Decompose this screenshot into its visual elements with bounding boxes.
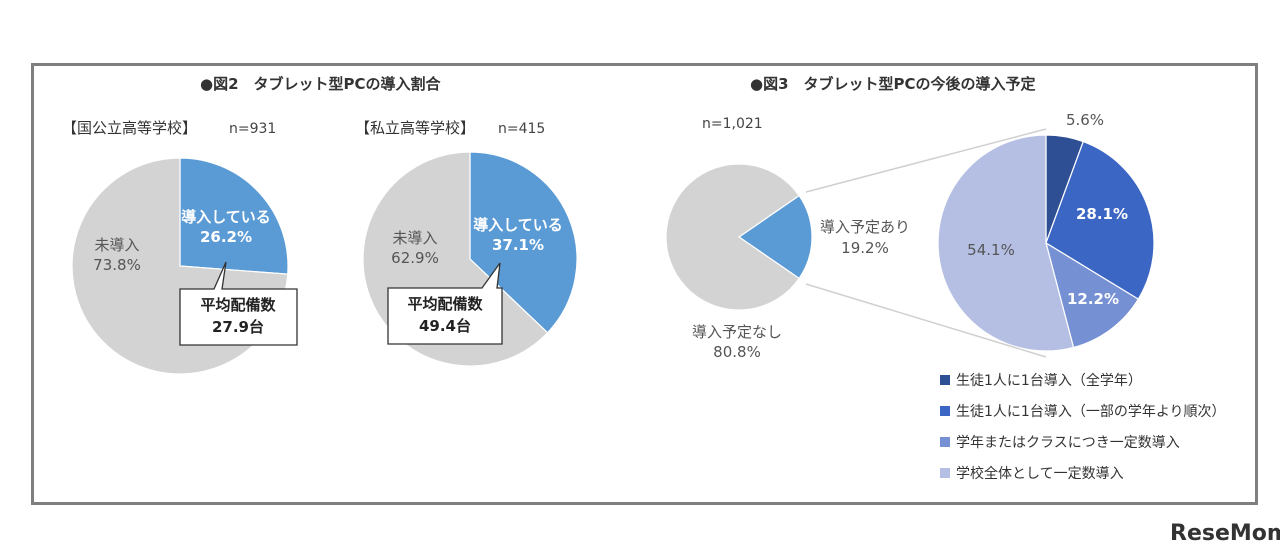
label-private-introduced-value: 37.1%	[492, 236, 544, 254]
callout-private: 平均配備数 49.4台	[387, 262, 503, 345]
public-heading: 【国公立高等学校】	[62, 119, 197, 137]
private-n: n=415	[498, 121, 545, 137]
resemom-logo: ReseMom	[1170, 521, 1280, 546]
label-public-not-value: 73.8%	[93, 256, 141, 274]
fig3-n: n=1,021	[702, 116, 763, 132]
callout-public-value: 27.9台	[212, 318, 264, 336]
public-n: n=931	[229, 121, 276, 137]
label-detail-some-grades: 28.1%	[1076, 205, 1128, 223]
label-plan-yes-value: 19.2%	[841, 239, 889, 257]
label-public-introduced-value: 26.2%	[200, 228, 252, 246]
slice-public-introduced	[179, 157, 289, 275]
label-detail-all-grades: 5.6%	[1066, 111, 1104, 129]
legend-label-1: 生徒1人に1台導入（一部の学年より順次）	[956, 404, 1226, 420]
private-heading: 【私立高等学校】	[355, 119, 475, 137]
legend-swatch-1	[940, 406, 950, 416]
label-plan-no-name: 導入予定なし	[692, 323, 782, 341]
connector-line-bottom	[805, 283, 1047, 358]
legend: 生徒1人に1台導入（全学年） 生徒1人に1台導入（一部の学年より順次） 学年またはク…	[940, 372, 1226, 482]
fig2-title: ●図2 タブレット型PCの導入割合	[200, 75, 442, 93]
label-private-not-value: 62.9%	[391, 249, 439, 267]
slice-private-introduced	[469, 151, 578, 334]
slice-labels: 導入している 26.2% 未導入 73.8% 導入している 37.1% 未導入 62.9% 導入…	[93, 111, 1128, 361]
legend-swatch-2	[940, 437, 950, 447]
callout-private-value: 49.4台	[419, 317, 471, 335]
slice-detail-some-grades	[1045, 140, 1155, 300]
label-public-not-name: 未導入	[94, 236, 139, 254]
legend-label-2: 学年またはクラスにつき一定数導入	[956, 435, 1180, 451]
pie-detail	[937, 134, 1155, 352]
callout-public-title: 平均配備数	[200, 296, 276, 314]
label-public-introduced-name: 導入している	[181, 208, 271, 226]
callout-public: 平均配備数 27.9台	[179, 261, 298, 346]
slice-plan-yes	[737, 194, 813, 280]
label-private-not-name: 未導入	[392, 229, 437, 247]
callout-private-title: 平均配備数	[407, 295, 483, 313]
label-private-introduced-name: 導入している	[473, 216, 563, 234]
label-detail-whole-school: 54.1%	[967, 241, 1015, 259]
label-detail-per-class: 12.2%	[1067, 290, 1119, 308]
pie-plan	[665, 163, 813, 311]
label-plan-yes-name: 導入予定あり	[820, 218, 910, 236]
connector-line-top	[805, 128, 1047, 193]
legend-label-0: 生徒1人に1台導入（全学年）	[956, 372, 1142, 389]
figure-frame	[31, 63, 1258, 505]
label-plan-no-value: 80.8%	[713, 343, 761, 361]
legend-label-3: 学校全体として一定数導入	[956, 465, 1124, 482]
legend-swatch-0	[940, 375, 950, 385]
legend-swatch-3	[940, 468, 950, 478]
slice-detail-whole-school	[937, 134, 1075, 352]
slice-detail-per-class	[1045, 241, 1140, 349]
slice-plan-no	[665, 163, 800, 311]
fig3-title: ●図3 タブレット型PCの今後の導入予定	[750, 75, 1036, 93]
